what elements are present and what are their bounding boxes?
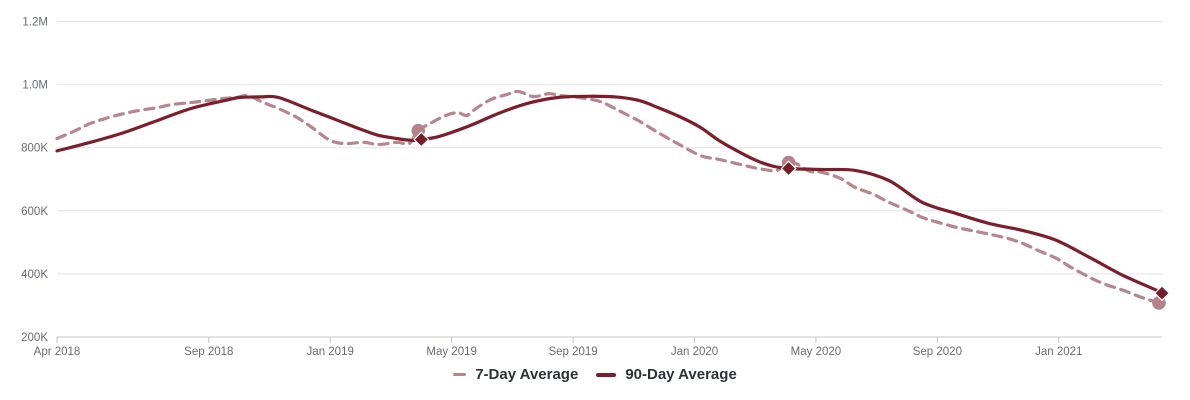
solid-line-swatch-icon xyxy=(596,372,617,377)
svg-text:200K: 200K xyxy=(21,332,48,344)
x-tick-labels: Apr 2018 Sep 2018 Jan 2019 May 2019 Sep 2019… xyxy=(34,346,1083,358)
svg-text:Jan 2020: Jan 2020 xyxy=(671,346,718,358)
dashed-line-swatch-icon xyxy=(453,373,467,376)
legend-item-7day-average[interactable]: 7-Day Average xyxy=(453,366,578,383)
svg-text:Apr 2018: Apr 2018 xyxy=(34,346,81,358)
svg-text:Sep 2018: Sep 2018 xyxy=(184,346,233,358)
svg-text:1.2M: 1.2M xyxy=(22,17,48,29)
chart-canvas: 200K 400K 600K 800K 1.0M 1.2M Apr 2018 Sep 2018… xyxy=(21,17,1171,358)
svg-text:Sep 2020: Sep 2020 xyxy=(913,346,962,358)
svg-text:600K: 600K xyxy=(21,206,48,218)
series-90day-markers xyxy=(413,131,1171,302)
svg-text:1.0M: 1.0M xyxy=(22,80,48,92)
svg-text:800K: 800K xyxy=(21,143,48,155)
series-7day-markers xyxy=(411,123,1166,310)
svg-text:400K: 400K xyxy=(21,269,48,281)
series-7day-line xyxy=(55,89,1161,305)
series-90day-line xyxy=(55,94,1164,295)
svg-text:Sep 2019: Sep 2019 xyxy=(548,346,597,358)
svg-text:Jan 2019: Jan 2019 xyxy=(307,346,354,358)
legend-label-7day-average: 7-Day Average xyxy=(475,366,579,383)
legend-item-90day-average[interactable]: 90-Day Average xyxy=(596,366,737,383)
svg-text:May 2019: May 2019 xyxy=(426,346,477,358)
x-ticks xyxy=(56,337,1060,343)
chart-legend: 7-Day Average 90-Day Average xyxy=(0,366,1190,383)
y-gridlines xyxy=(57,21,1162,338)
svg-text:Jan 2021: Jan 2021 xyxy=(1035,346,1082,358)
y-tick-labels: 200K 400K 600K 800K 1.0M 1.2M xyxy=(21,17,48,345)
svg-text:May 2020: May 2020 xyxy=(791,346,842,358)
legend-label-90day-average: 90-Day Average xyxy=(625,366,737,383)
